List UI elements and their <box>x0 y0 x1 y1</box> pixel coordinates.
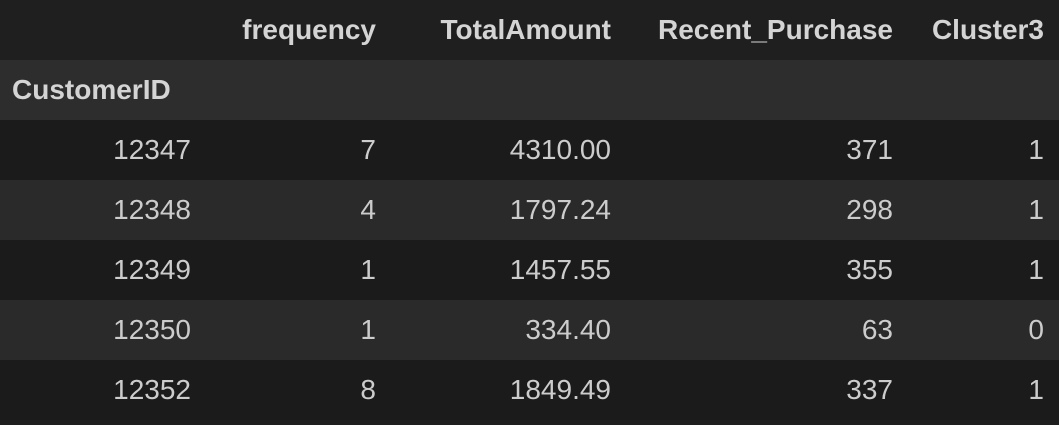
column-header-recent-purchase: Recent_Purchase <box>626 0 908 60</box>
column-header-totalamount: TotalAmount <box>391 0 626 60</box>
cluster3-cell: 1 <box>1028 374 1044 405</box>
cluster3-cell: 1 <box>1028 254 1044 285</box>
index-name-filler <box>391 60 626 120</box>
index-name-label: CustomerID <box>0 60 206 120</box>
totalamount-cell: 1849.49 <box>509 374 611 405</box>
index-name-row: CustomerID <box>0 60 1059 120</box>
frequency-cell: 4 <box>360 194 376 225</box>
recent-purchase-cell: 355 <box>846 254 893 285</box>
totalamount-cell: 1457.55 <box>509 254 611 285</box>
cluster3-cell: 1 <box>1028 194 1044 225</box>
column-header-frequency: frequency <box>206 0 391 60</box>
totalamount-cell: 4310.00 <box>509 134 611 165</box>
index-name-filler <box>206 60 391 120</box>
table-body: 12347 7 4310.00 371 1 12348 4 1797.24 29… <box>0 120 1059 420</box>
row-index-cell: 12352 <box>113 374 191 405</box>
column-header-blank <box>0 0 206 60</box>
cluster3-cell: 0 <box>1028 314 1044 345</box>
table-row: 12350 1 334.40 63 0 <box>0 300 1059 360</box>
table-row: 12348 4 1797.24 298 1 <box>0 180 1059 240</box>
table-row: 12349 1 1457.55 355 1 <box>0 240 1059 300</box>
cluster3-cell: 1 <box>1028 134 1044 165</box>
recent-purchase-cell: 63 <box>861 314 893 345</box>
index-name-filler <box>908 60 1059 120</box>
row-index-cell: 12348 <box>113 194 191 225</box>
recent-purchase-cell: 337 <box>846 374 893 405</box>
frequency-cell: 8 <box>360 374 376 405</box>
row-index-cell: 12350 <box>113 314 191 345</box>
row-index-cell: 12349 <box>113 254 191 285</box>
table-row: 12352 8 1849.49 337 1 <box>0 360 1059 420</box>
index-name-filler <box>626 60 908 120</box>
table-row: 12347 7 4310.00 371 1 <box>0 120 1059 180</box>
table-header: frequency TotalAmount Recent_Purchase Cl… <box>0 0 1059 120</box>
totalamount-cell: 1797.24 <box>509 194 611 225</box>
column-header-cluster3: Cluster3 <box>908 0 1059 60</box>
column-header-row: frequency TotalAmount Recent_Purchase Cl… <box>0 0 1059 60</box>
totalamount-cell: 334.40 <box>525 314 611 345</box>
recent-purchase-cell: 298 <box>846 194 893 225</box>
row-index-cell: 12347 <box>113 134 191 165</box>
frequency-cell: 1 <box>360 254 376 285</box>
frequency-cell: 1 <box>360 314 376 345</box>
frequency-cell: 7 <box>360 134 376 165</box>
recent-purchase-cell: 371 <box>846 134 893 165</box>
